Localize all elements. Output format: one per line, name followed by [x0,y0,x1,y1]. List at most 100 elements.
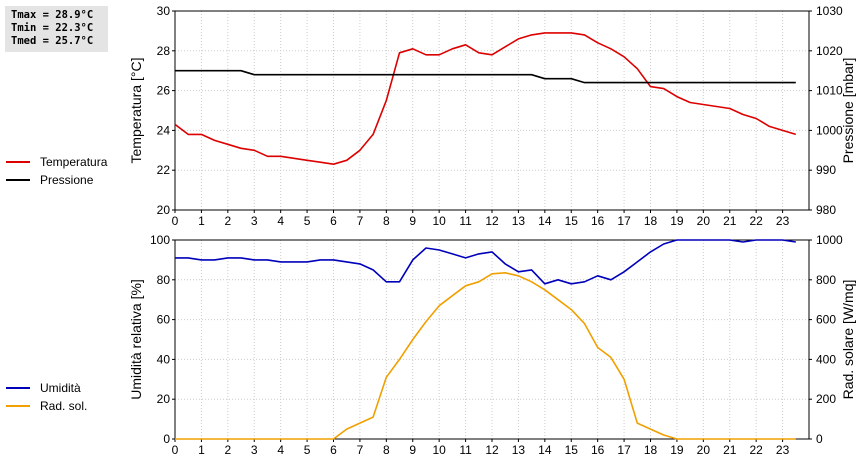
x-tick-label: 23 [776,443,790,457]
x-tick-label: 3 [251,443,258,457]
x-tick-label: 18 [644,214,658,228]
y-axis-title: Umidità relativa [%] [128,279,144,400]
x-tick-label: 15 [565,214,579,228]
y2-axis-title: Rad. solare [W/mq] [840,280,856,400]
x-tick-label: 21 [723,214,737,228]
legend-item-pressione: Pressione [6,171,107,189]
legend-label-pressione: Pressione [40,173,94,187]
x-tick-label: 4 [277,214,284,228]
x-tick-label: 0 [172,214,179,228]
x-tick-label: 21 [723,443,737,457]
legend-top: Temperatura Pressione [6,153,107,189]
y-tick-label: 40 [157,352,171,366]
x-tick-label: 7 [357,214,364,228]
plot-frame [174,239,810,440]
y-tick-label: 26 [157,84,171,98]
plot-frame [174,10,810,211]
x-tick-label: 8 [383,443,390,457]
stat-tmed: Tmed = 25.7°C [11,35,94,47]
y2-tick-label: 1030 [816,4,843,18]
x-tick-label: 2 [224,443,231,457]
y2-axis-title: Pressione [mbar] [840,58,856,164]
x-tick-label: 17 [617,443,631,457]
legend-label-umidita: Umidità [40,381,81,395]
x-tick-label: 20 [697,214,711,228]
y-tick-label: 100 [150,233,170,247]
x-tick-label: 4 [277,443,284,457]
x-tick-label: 7 [357,443,364,457]
x-tick-label: 17 [617,214,631,228]
x-tick-label: 16 [591,214,605,228]
y-axis-title: Temperatura [°C] [128,58,144,164]
x-tick-label: 9 [409,214,416,228]
x-tick-label: 5 [304,214,311,228]
y-tick-label: 60 [157,313,171,327]
x-tick-label: 23 [776,214,790,228]
x-tick-label: 16 [591,443,605,457]
stat-tmax: Tmax = 28.9°C [11,9,94,21]
y2-tick-label: 200 [816,392,836,406]
x-tick-label: 13 [512,214,526,228]
y-tick-label: 0 [163,432,170,446]
y2-tick-label: 800 [816,273,836,287]
x-tick-label: 1 [198,214,205,228]
x-tick-label: 12 [485,214,499,228]
x-tick-label: 10 [432,443,446,457]
x-tick-label: 10 [432,214,446,228]
y-tick-label: 22 [157,163,171,177]
x-tick-label: 22 [749,443,763,457]
x-tick-label: 5 [304,443,311,457]
y2-tick-label: 0 [816,432,823,446]
x-tick-label: 22 [749,214,763,228]
x-tick-label: 1 [198,443,205,457]
x-tick-label: 11 [459,214,472,228]
x-tick-label: 13 [512,443,526,457]
x-tick-label: 9 [409,443,416,457]
y2-tick-label: 1000 [816,233,843,247]
x-tick-label: 3 [251,214,258,228]
x-tick-label: 19 [670,443,684,457]
x-tick-label: 14 [538,443,552,457]
y2-tick-label: 1010 [816,84,843,98]
x-tick-label: 11 [459,443,472,457]
y-tick-label: 28 [157,44,171,58]
y2-tick-label: 1000 [816,123,843,137]
x-tick-label: 15 [565,443,579,457]
legend-label-radiazione: Rad. sol. [40,399,88,413]
y2-tick-label: 600 [816,313,836,327]
y2-tick-label: 980 [816,203,836,217]
y2-tick-label: 400 [816,352,836,366]
x-tick-label: 14 [538,214,552,228]
x-tick-label: 2 [224,214,231,228]
y-tick-label: 30 [157,4,171,18]
stat-tmin: Tmin = 22.3°C [11,22,94,34]
y2-tick-label: 990 [816,163,836,177]
legend-bottom: Umidità Rad. sol. [6,379,87,415]
legend-item-temperatura: Temperatura [6,153,107,171]
y-tick-label: 80 [157,273,171,287]
legend-swatch-temperatura [6,161,30,163]
y-tick-label: 20 [157,392,171,406]
x-tick-label: 12 [485,443,499,457]
x-tick-label: 19 [670,214,684,228]
x-tick-label: 20 [697,443,711,457]
x-tick-label: 6 [330,443,337,457]
x-tick-label: 18 [644,443,658,457]
series-line-umidit [175,239,796,285]
legend-label-temperatura: Temperatura [40,155,108,169]
x-tick-label: 8 [383,214,390,228]
y2-tick-label: 1020 [816,44,843,58]
stats-box: Tmax = 28.9°C Tmin = 22.3°C Tmed = 25.7°… [5,6,108,52]
legend-swatch-pressione [6,179,30,181]
x-tick-label: 0 [172,443,179,457]
legend-item-radiazione: Rad. sol. [6,397,87,415]
series-line-temperatura [174,32,797,165]
y-tick-label: 24 [157,123,171,137]
legend-swatch-radiazione [6,405,30,407]
legend-swatch-umidita [6,387,30,389]
legend-item-umidita: Umidità [6,379,87,397]
x-tick-label: 6 [330,214,337,228]
y-tick-label: 20 [157,203,171,217]
series-line-rad-sol [175,271,796,440]
